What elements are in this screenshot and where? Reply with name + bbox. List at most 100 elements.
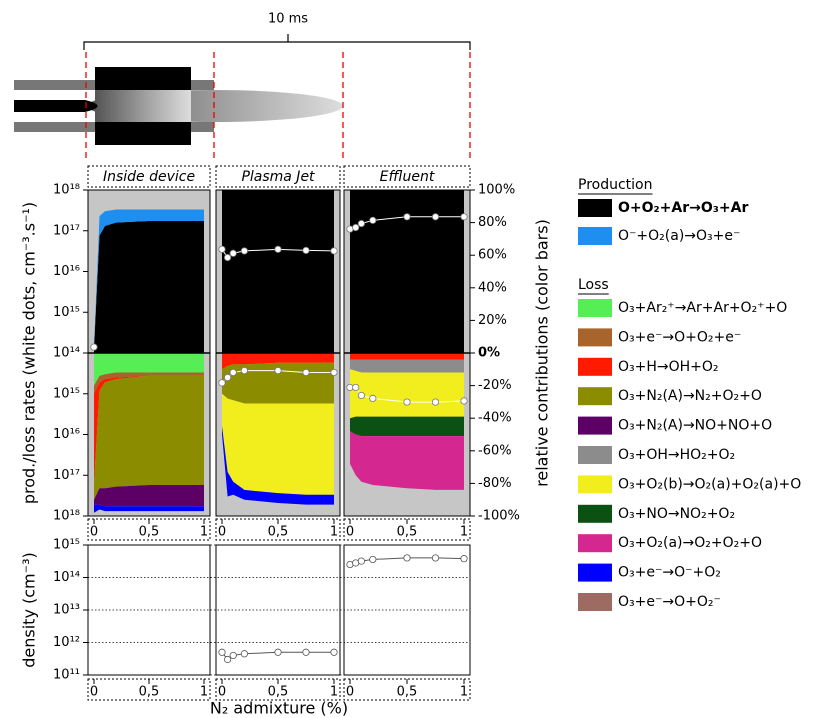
legend-swatch [578,416,612,435]
y-tick-label: 10¹⁵ [53,538,80,553]
contribution-area [94,209,204,349]
channel [95,90,191,122]
rate-dot [369,394,377,402]
legend-label: O⁻+O₂(a)→O₃+e⁻ [618,228,740,244]
x-tick-label: 1 [460,525,468,540]
rate-dot [218,648,226,656]
y-tick-label: 10¹³ [53,603,80,618]
x-tick-label: 0 [90,685,98,700]
legend-label: O₃+O₂(b)→O₂(a)+O₂(a)+O [618,476,801,492]
legend-group-title: Loss [578,277,609,293]
contribution-area [94,353,204,386]
y2-tick-label: -20% [478,378,512,393]
rate-dot [403,398,411,406]
contribution-area [222,353,334,370]
x-tick-label: 0,5 [268,685,289,700]
rate-dot [460,213,468,221]
x-tick-label: 1 [330,685,338,700]
rate-dot [229,249,237,257]
region-lines [85,52,471,160]
time-label: 10 ms [268,12,308,27]
y-tick-label: 10¹⁶ [53,427,80,442]
x-tick-label: 1 [200,685,208,700]
x-tick-label: 0,5 [139,525,160,540]
contribution-area [350,416,464,437]
x-tick-label: 0,5 [397,685,418,700]
rate-dot [403,213,411,221]
rate-dot [302,368,310,377]
y2-tick-label: 80% [478,215,507,230]
legend-swatch [578,227,612,245]
x-tick-label: 0,5 [139,685,160,700]
x-tick-label: 1 [200,525,208,540]
panel-title: Effluent [380,169,435,185]
x-tick-box [343,518,471,541]
y-tick-label: 10¹⁵ [53,305,80,320]
legend-swatch [578,357,612,376]
panel-frame [215,544,341,676]
legend-group-title: Production [578,177,652,193]
rate-dot [240,247,248,255]
y-tick-label: 10¹⁸ [53,183,80,198]
rate-dot [218,245,226,253]
y2-tick-label: 0% [478,346,500,361]
contribution-area [94,372,204,394]
y2-tick-label: -100% [478,509,520,524]
legend-label: O₃+N₂(A)→N₂+O₂+O [618,388,762,404]
legend-label: O₃+OH→HO₂+O₂ [618,447,735,463]
y-tick-label: 10¹¹ [53,668,80,683]
x-tick-label: 1 [330,525,338,540]
contribution-area [94,220,204,353]
rate-dot [431,554,440,562]
legend-swatch [578,504,612,523]
bracket [83,34,471,50]
panel-frame [215,189,341,517]
schematic: 10 ms [14,12,471,160]
x-axis-label: N₂ admixture (%) [210,699,348,718]
legend-label: O₃+N₂(A)→NO+NO+O [618,418,772,434]
y-tick-label: 10¹⁴ [53,570,80,585]
rate-dot [274,648,282,656]
legend-label: O₃+Ar₂⁺→Ar+Ar+O₂⁺+O [618,300,787,316]
y-tick-label: 10¹⁴ [53,346,80,361]
rate-dot [224,655,232,664]
x-tick-label: 0,5 [268,525,289,540]
contribution-area [350,369,464,419]
x-tick-label: 1 [460,685,468,700]
rate-dot [431,398,440,406]
legend-swatch [578,199,612,217]
contribution-area [94,375,204,500]
y-axis-label: density (cm⁻³) [20,552,39,667]
rate-dot [357,219,365,228]
rate-dot [224,373,232,382]
legend-swatch [578,328,612,347]
panel-frame [343,544,471,676]
y2-tick-label: -80% [478,476,512,491]
y2-tick-label: 60% [478,248,507,263]
legend-swatch [578,593,612,611]
panel-title: Plasma Jet [241,169,315,185]
rate-dot [240,366,248,375]
rate-dot [460,397,468,405]
x-tick-label: 0 [90,525,98,540]
x-tick-label: 0,5 [397,525,418,540]
y2-tick-label: 40% [478,280,507,295]
rate-dot [274,366,282,375]
legend-label: O₃+H→OH+O₂ [618,359,719,375]
rate-dot [240,650,248,658]
y-tick-label: 10¹⁵ [53,386,80,401]
contribution-area [350,353,464,360]
rate-dot [90,343,98,351]
rate-dot [330,648,338,656]
x-tick-label: 0 [346,525,354,540]
legend-label: O₃+O₂(a)→O₂+O₂+O [618,535,762,551]
y2-tick-label: 100% [478,183,515,198]
y2-tick-label: 20% [478,313,507,328]
y-tick-label: 10¹⁶ [53,264,80,279]
panel-header-box [215,165,341,188]
rate-dot [302,246,310,254]
rate-dot [229,651,237,660]
legend-label: O₃+e⁻→O+O₂+e⁻ [618,329,741,345]
x-tick-box [343,678,471,701]
rate-dot [330,247,338,255]
